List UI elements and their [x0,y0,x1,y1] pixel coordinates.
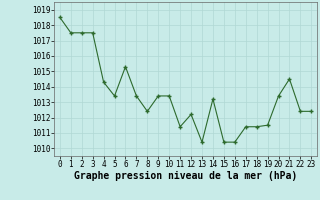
X-axis label: Graphe pression niveau de la mer (hPa): Graphe pression niveau de la mer (hPa) [74,171,297,181]
